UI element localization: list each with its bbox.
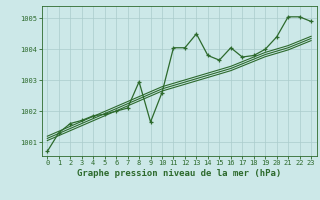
X-axis label: Graphe pression niveau de la mer (hPa): Graphe pression niveau de la mer (hPa) (77, 169, 281, 178)
